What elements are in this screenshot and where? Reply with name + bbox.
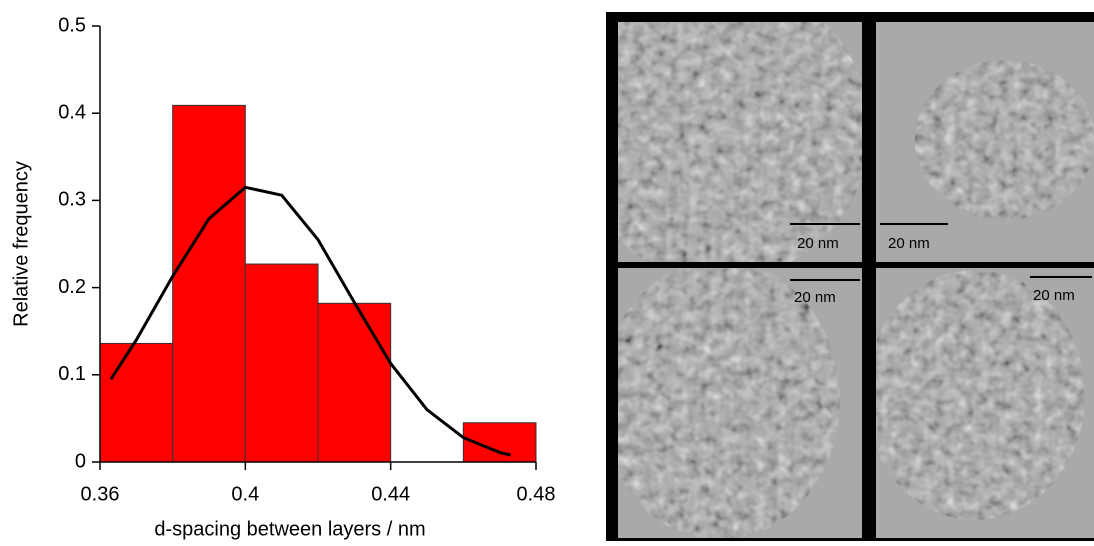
scale-label: 20 nm <box>797 235 839 252</box>
y-tick-label: 0.3 <box>58 189 86 211</box>
bar <box>99 342 174 463</box>
scale-label: 20 nm <box>1033 287 1075 304</box>
y-tick-label: 0.1 <box>58 363 86 385</box>
tem-panel: 20 nm <box>876 268 1094 538</box>
particle <box>618 22 862 262</box>
x-axis-title: d-spacing between layers / nm <box>154 518 425 540</box>
scale-label: 20 nm <box>888 235 930 252</box>
particle <box>618 268 840 538</box>
bar <box>317 302 392 463</box>
tem-panel: 20 nm <box>618 22 862 262</box>
particle <box>915 60 1094 220</box>
particle-texture <box>876 270 1085 520</box>
bar <box>244 263 319 463</box>
scale-label: 20 nm <box>794 289 836 306</box>
plot: 0 0.1 0.2 0.3 0.4 0.5 0.36 0.4 0.44 0.48 <box>58 14 555 505</box>
fit-curve <box>109 185 511 457</box>
x-tick-label: 0.48 <box>517 483 556 505</box>
y-tick-label: 0.5 <box>58 14 86 36</box>
particle-texture <box>618 22 862 262</box>
tem-panel: 20 nm <box>618 268 862 538</box>
x-tick-label: 0.4 <box>231 483 259 505</box>
tem-images: 20 nm 20 nm 20 nm 20 nm <box>606 12 1094 541</box>
y-tick-label: 0.2 <box>58 276 86 298</box>
particle-texture <box>618 268 840 538</box>
particle-texture <box>915 60 1094 220</box>
y-axis-title: Relative frequency <box>10 161 32 327</box>
y-tick-label: 0.4 <box>58 101 86 123</box>
x-tick-label: 0.44 <box>371 483 410 505</box>
y-tick-label: 0 <box>75 450 86 472</box>
particle <box>876 270 1085 520</box>
tem-panel: 20 nm <box>876 22 1094 262</box>
bar <box>172 104 246 463</box>
x-tick-label: 0.36 <box>81 483 120 505</box>
